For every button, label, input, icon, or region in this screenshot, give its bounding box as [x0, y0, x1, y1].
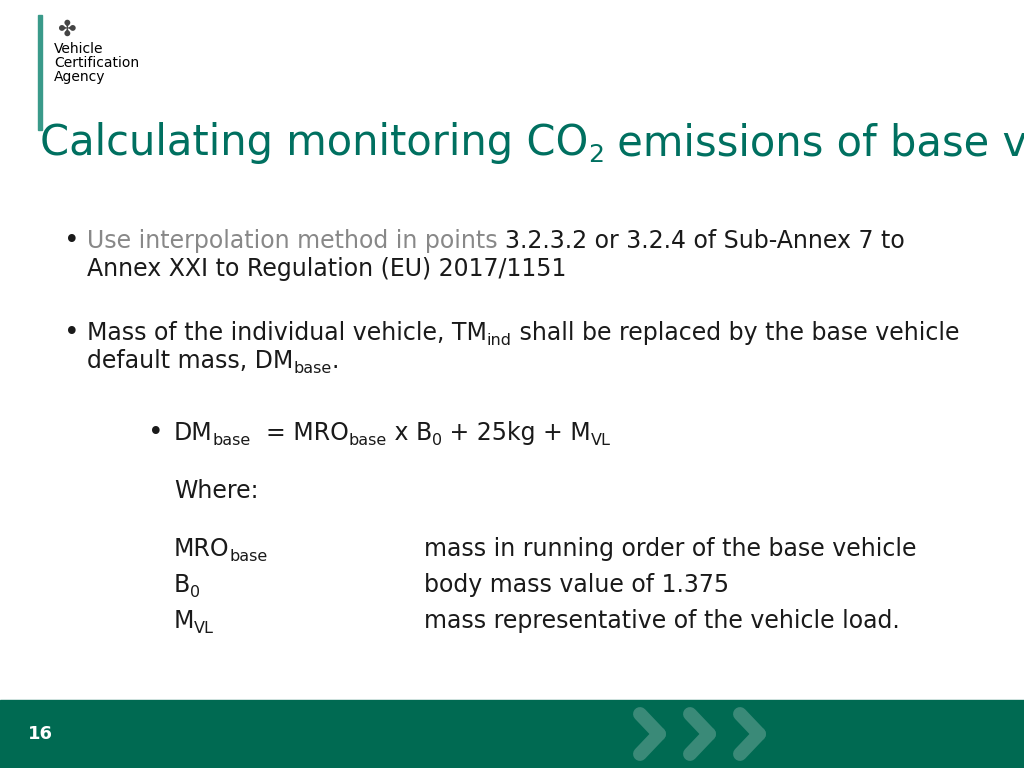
Text: Certification: Certification: [54, 56, 139, 70]
Text: •: •: [63, 320, 80, 346]
Text: •: •: [63, 228, 80, 254]
Text: 0: 0: [190, 585, 201, 600]
Text: Mass of the individual vehicle, TM: Mass of the individual vehicle, TM: [87, 321, 486, 345]
Text: DM: DM: [174, 421, 213, 445]
Text: x B: x B: [387, 421, 432, 445]
Text: = MRO: = MRO: [251, 421, 349, 445]
Text: ✤: ✤: [56, 20, 76, 40]
Text: ind: ind: [486, 333, 512, 348]
Text: mass in running order of the base vehicle: mass in running order of the base vehicl…: [424, 537, 916, 561]
Text: Calculating monitoring CO: Calculating monitoring CO: [40, 122, 589, 164]
Text: Use interpolation method in points: Use interpolation method in points: [87, 229, 505, 253]
Bar: [0, 700, 1024, 768]
Text: 3.2.3.2 or 3.2.4 of Sub-Annex 7 to: 3.2.3.2 or 3.2.4 of Sub-Annex 7 to: [505, 229, 905, 253]
Text: VL: VL: [591, 433, 611, 448]
Text: emissions of base vehicles: emissions of base vehicles: [604, 122, 1024, 164]
Text: base: base: [293, 361, 332, 376]
Text: VL: VL: [195, 621, 214, 636]
Text: body mass value of 1.375: body mass value of 1.375: [424, 573, 729, 597]
Text: B: B: [174, 573, 190, 597]
Text: 16: 16: [28, 725, 53, 743]
Text: .: .: [332, 349, 339, 373]
Text: base: base: [349, 433, 387, 448]
Text: 0: 0: [432, 433, 442, 448]
Text: + 25kg + M: + 25kg + M: [442, 421, 591, 445]
Text: MRO: MRO: [174, 537, 229, 561]
Bar: [38, 15, 42, 130]
Text: Agency: Agency: [54, 70, 105, 84]
Text: 2: 2: [589, 143, 604, 167]
Text: Annex XXI to Regulation (EU) 2017/1151: Annex XXI to Regulation (EU) 2017/1151: [87, 257, 566, 281]
Text: Vehicle: Vehicle: [54, 42, 103, 56]
Text: base: base: [229, 549, 268, 564]
Text: mass representative of the vehicle load.: mass representative of the vehicle load.: [424, 609, 900, 633]
Text: default mass, DM: default mass, DM: [87, 349, 293, 373]
Text: •: •: [148, 420, 164, 446]
Text: base: base: [213, 433, 251, 448]
Text: shall be replaced by the base vehicle: shall be replaced by the base vehicle: [512, 321, 959, 345]
Text: M: M: [174, 609, 195, 633]
Text: Where:: Where:: [174, 479, 258, 503]
